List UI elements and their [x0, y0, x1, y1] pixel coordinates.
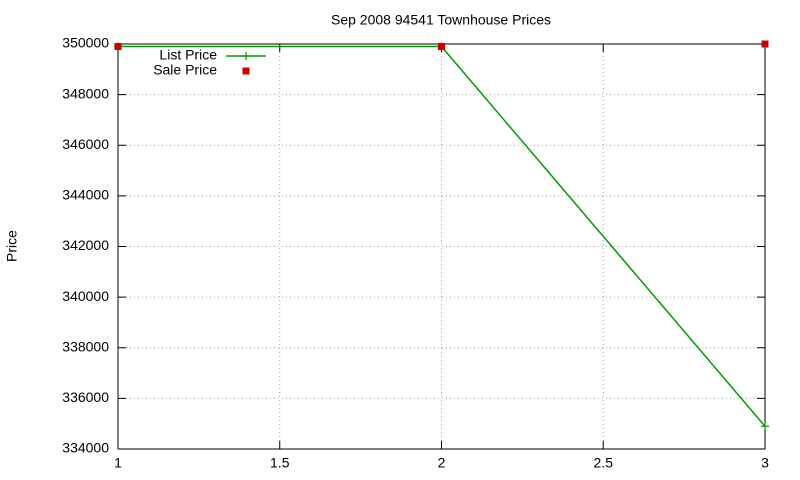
x-tick-label: 1: [114, 455, 122, 471]
x-tick-label: 1.5: [270, 455, 290, 471]
legend-label: Sale Price: [153, 62, 217, 78]
data-point: [761, 422, 769, 431]
x-tick-label: 2.5: [594, 455, 614, 471]
legend-marker: [242, 67, 250, 75]
data-marker: [761, 40, 769, 48]
y-tick-label: 340000: [62, 288, 109, 304]
y-tick-label: 348000: [62, 85, 109, 101]
y-tick-label: 338000: [62, 338, 109, 354]
y-tick-label: 344000: [62, 187, 109, 203]
data-marker: [114, 43, 122, 51]
chart-title: Sep 2008 94541 Townhouse Prices: [331, 12, 551, 28]
y-axis-label: Price: [4, 230, 20, 262]
x-tick-label: 2: [438, 455, 446, 471]
y-tick-label: 346000: [62, 136, 109, 152]
legend-label: List Price: [159, 47, 217, 63]
legend-marker: [242, 52, 250, 60]
x-tick-label: 3: [761, 455, 769, 471]
data-marker: [438, 43, 445, 51]
y-tick-label: 334000: [62, 440, 109, 456]
y-tick-label: 342000: [62, 237, 109, 253]
y-tick-label: 350000: [62, 35, 109, 51]
y-tick-label: 336000: [62, 389, 109, 405]
